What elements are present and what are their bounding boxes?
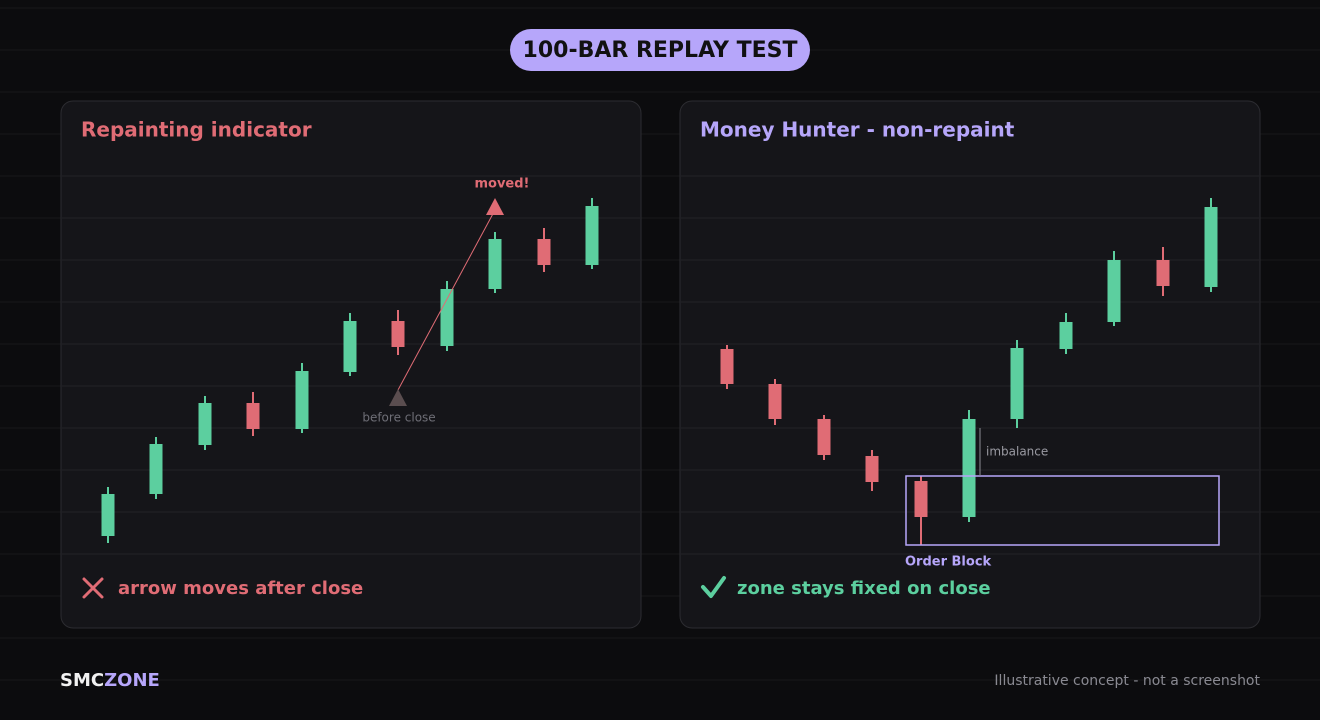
brand-first: SMC <box>60 670 104 691</box>
candle-body <box>101 494 115 536</box>
order-block-zone <box>905 475 1220 546</box>
candle-body <box>768 384 782 419</box>
candle-body <box>391 321 405 347</box>
candle-body <box>149 444 163 494</box>
repaint-path <box>397 209 496 391</box>
candle-body <box>720 349 734 384</box>
brand-second: ZONE <box>104 670 160 691</box>
brand: SMCZONE <box>60 670 160 691</box>
candle-body <box>1059 322 1073 349</box>
annotation: moved! <box>474 177 529 192</box>
title-pill <box>510 29 810 71</box>
candle-body <box>343 321 357 372</box>
check-icon <box>701 576 726 598</box>
panel-right <box>679 100 1261 629</box>
panel-title: Money Hunter - non-repaint <box>700 118 1015 142</box>
candle-body <box>585 206 599 265</box>
annotation: Order Block <box>905 555 992 570</box>
candle-body <box>198 403 212 445</box>
candle-body <box>295 371 309 429</box>
candle-body <box>440 289 454 346</box>
candle-body <box>1156 260 1170 286</box>
candle-body <box>1010 348 1024 419</box>
panel-footer: arrow moves after close <box>118 578 363 599</box>
candles <box>101 198 1218 545</box>
candle-body <box>865 456 879 482</box>
candle-body <box>962 419 976 517</box>
disclaimer: Illustrative concept - not a screenshot <box>994 673 1260 689</box>
candle-body <box>1204 207 1218 287</box>
panel-title: Repainting indicator <box>81 118 312 142</box>
panel-footer: zone stays fixed on close <box>737 578 991 599</box>
annotation: before close <box>362 411 435 425</box>
arrow-before <box>389 389 407 406</box>
candle-body <box>914 481 928 517</box>
candle-body <box>246 403 260 429</box>
annotation: imbalance <box>986 445 1048 459</box>
candle-body <box>1107 260 1121 322</box>
arrow-moved <box>486 198 504 215</box>
page-title: 100-BAR REPLAY TEST <box>523 38 798 63</box>
cross-icon <box>82 577 104 599</box>
candle-body <box>817 419 831 455</box>
candle-body <box>488 239 502 289</box>
candle-body <box>537 239 551 265</box>
